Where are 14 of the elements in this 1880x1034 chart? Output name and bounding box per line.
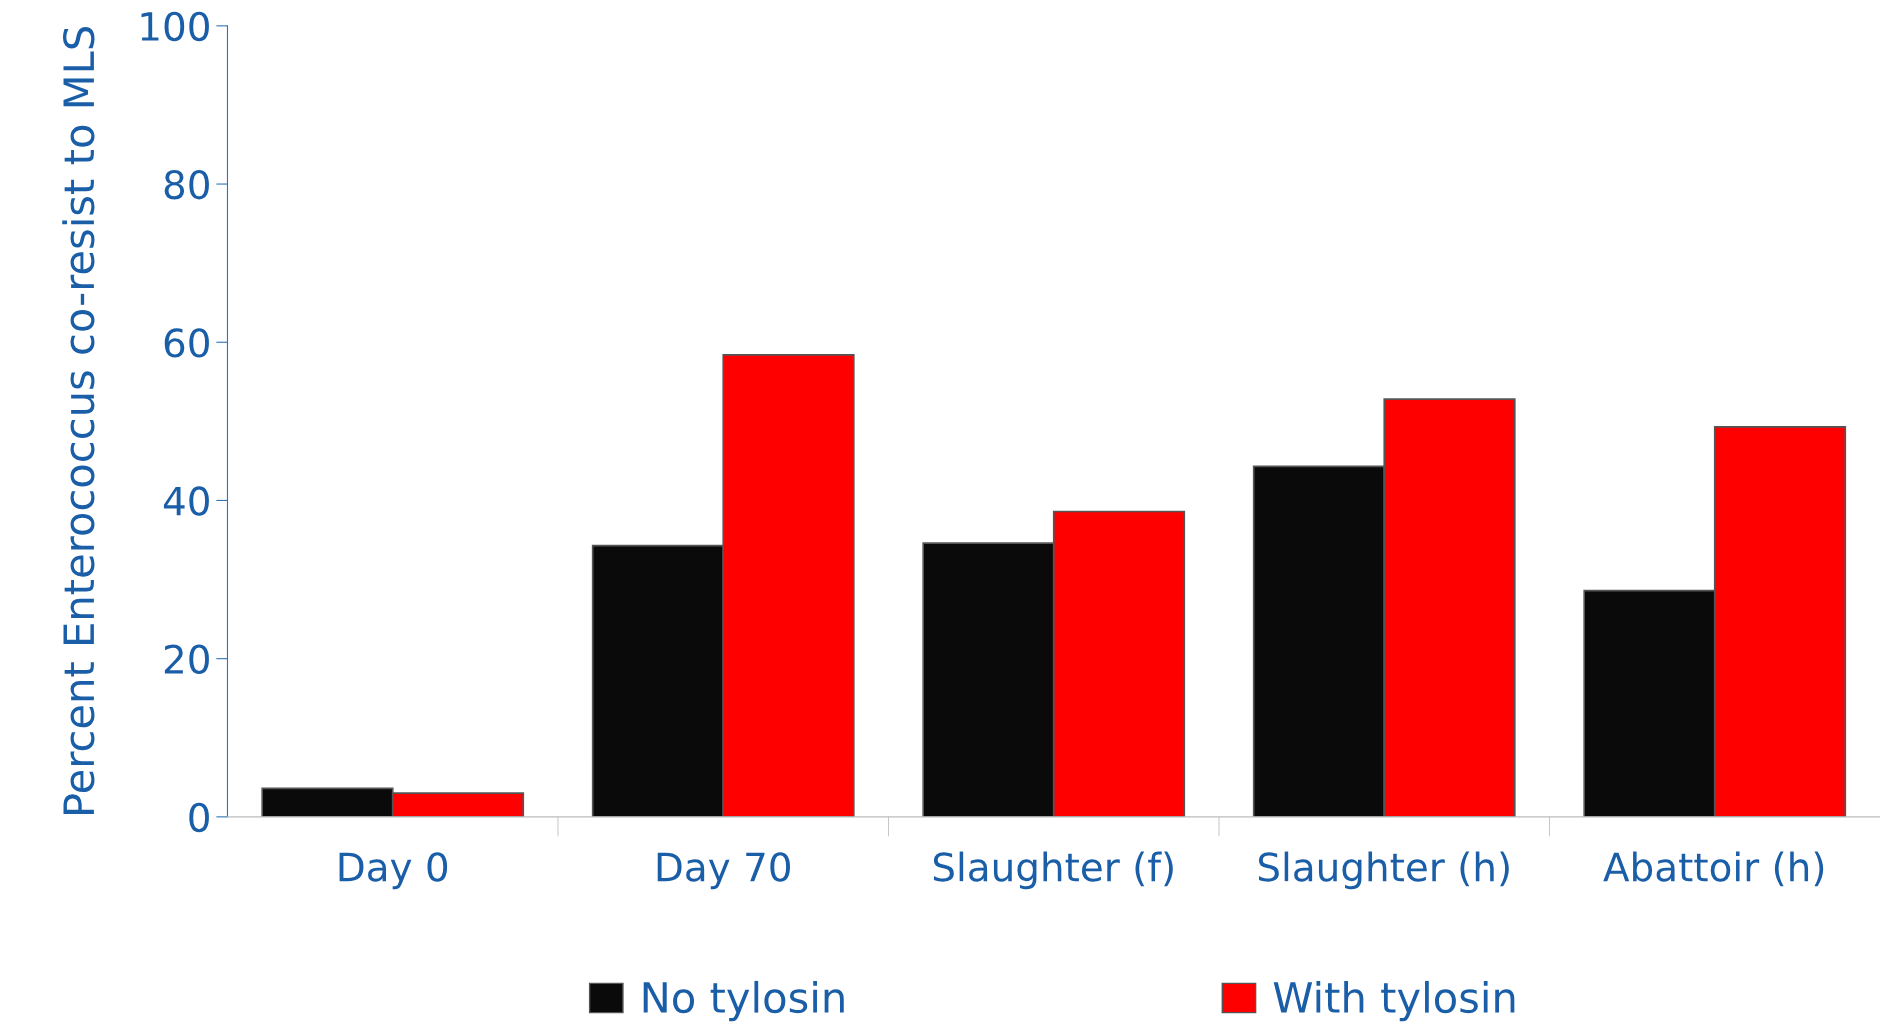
y-tick-label: 20 — [164, 644, 209, 674]
x-tick-label: Abattoir (h) — [1603, 851, 1824, 887]
legend-label: No tylosin — [643, 980, 844, 1022]
y-tick-label: 60 — [164, 328, 209, 358]
legend-label: With tylosin — [1273, 980, 1515, 1022]
x-tick-label: Slaughter (f) — [933, 851, 1173, 890]
y-tick-label: 0 — [189, 802, 209, 833]
y-tick-label: 80 — [164, 169, 209, 200]
x-tick-label: Slaughter (h) — [1258, 851, 1509, 890]
x-tick-label: Day 70 — [657, 852, 790, 890]
y-tick-label: 40 — [163, 486, 209, 516]
y-axis-title: Percent Enterococcus co-resist to MLS — [62, 27, 95, 814]
x-tick-label: Day 0 — [339, 852, 448, 890]
y-tick-label: 100 — [141, 11, 209, 42]
